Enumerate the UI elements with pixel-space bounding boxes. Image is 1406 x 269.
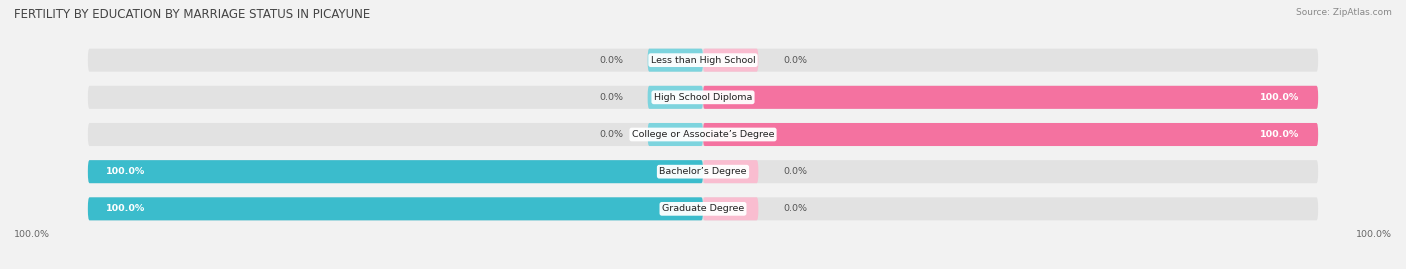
FancyBboxPatch shape (87, 160, 703, 183)
Text: 100.0%: 100.0% (107, 204, 146, 213)
Text: 0.0%: 0.0% (783, 204, 807, 213)
Text: High School Diploma: High School Diploma (654, 93, 752, 102)
Text: Source: ZipAtlas.com: Source: ZipAtlas.com (1296, 8, 1392, 17)
FancyBboxPatch shape (87, 49, 1319, 72)
Text: 0.0%: 0.0% (599, 93, 623, 102)
FancyBboxPatch shape (648, 123, 703, 146)
FancyBboxPatch shape (703, 123, 1319, 146)
Text: College or Associate’s Degree: College or Associate’s Degree (631, 130, 775, 139)
Text: Bachelor’s Degree: Bachelor’s Degree (659, 167, 747, 176)
FancyBboxPatch shape (87, 197, 703, 220)
FancyBboxPatch shape (648, 49, 703, 72)
Text: Less than High School: Less than High School (651, 56, 755, 65)
FancyBboxPatch shape (703, 86, 1319, 109)
Text: 100.0%: 100.0% (1260, 130, 1299, 139)
Text: 100.0%: 100.0% (1260, 93, 1299, 102)
Text: Graduate Degree: Graduate Degree (662, 204, 744, 213)
FancyBboxPatch shape (703, 160, 758, 183)
Text: 100.0%: 100.0% (107, 167, 146, 176)
FancyBboxPatch shape (87, 86, 1319, 109)
FancyBboxPatch shape (87, 160, 1319, 183)
Text: 0.0%: 0.0% (599, 130, 623, 139)
Text: 100.0%: 100.0% (14, 230, 51, 239)
Text: 0.0%: 0.0% (783, 56, 807, 65)
FancyBboxPatch shape (87, 123, 1319, 146)
FancyBboxPatch shape (703, 197, 758, 220)
Text: 0.0%: 0.0% (599, 56, 623, 65)
Text: 0.0%: 0.0% (783, 167, 807, 176)
Text: FERTILITY BY EDUCATION BY MARRIAGE STATUS IN PICAYUNE: FERTILITY BY EDUCATION BY MARRIAGE STATU… (14, 8, 370, 21)
FancyBboxPatch shape (648, 86, 703, 109)
FancyBboxPatch shape (703, 49, 758, 72)
Text: 100.0%: 100.0% (1355, 230, 1392, 239)
FancyBboxPatch shape (87, 197, 1319, 220)
